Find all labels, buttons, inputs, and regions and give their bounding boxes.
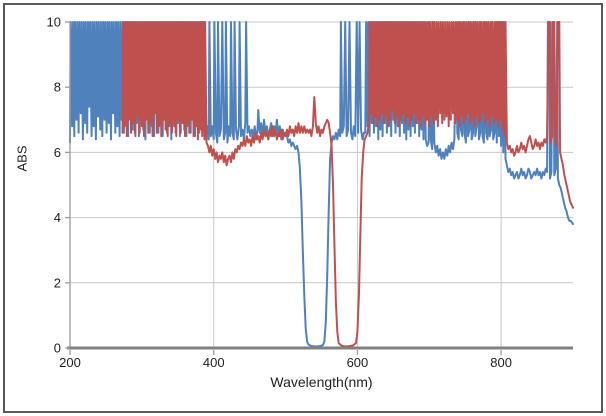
x-axis-title: Wavelength(nm)	[270, 374, 373, 390]
x-tick-label: 200	[59, 355, 81, 370]
y-tick-label: 2	[54, 275, 61, 290]
y-tick-label: 8	[54, 80, 61, 95]
y-tick-label: 0	[54, 341, 61, 356]
y-tick-label: 6	[54, 145, 61, 160]
x-tick-label: 800	[490, 355, 512, 370]
red-spectrum-line	[121, 21, 574, 348]
y-axis-title: ABS	[14, 145, 30, 172]
y-tick-label: 4	[54, 210, 61, 225]
y-tick-label: 10	[47, 15, 61, 30]
x-tick-label: 400	[203, 355, 225, 370]
x-tick-label: 600	[347, 355, 369, 370]
